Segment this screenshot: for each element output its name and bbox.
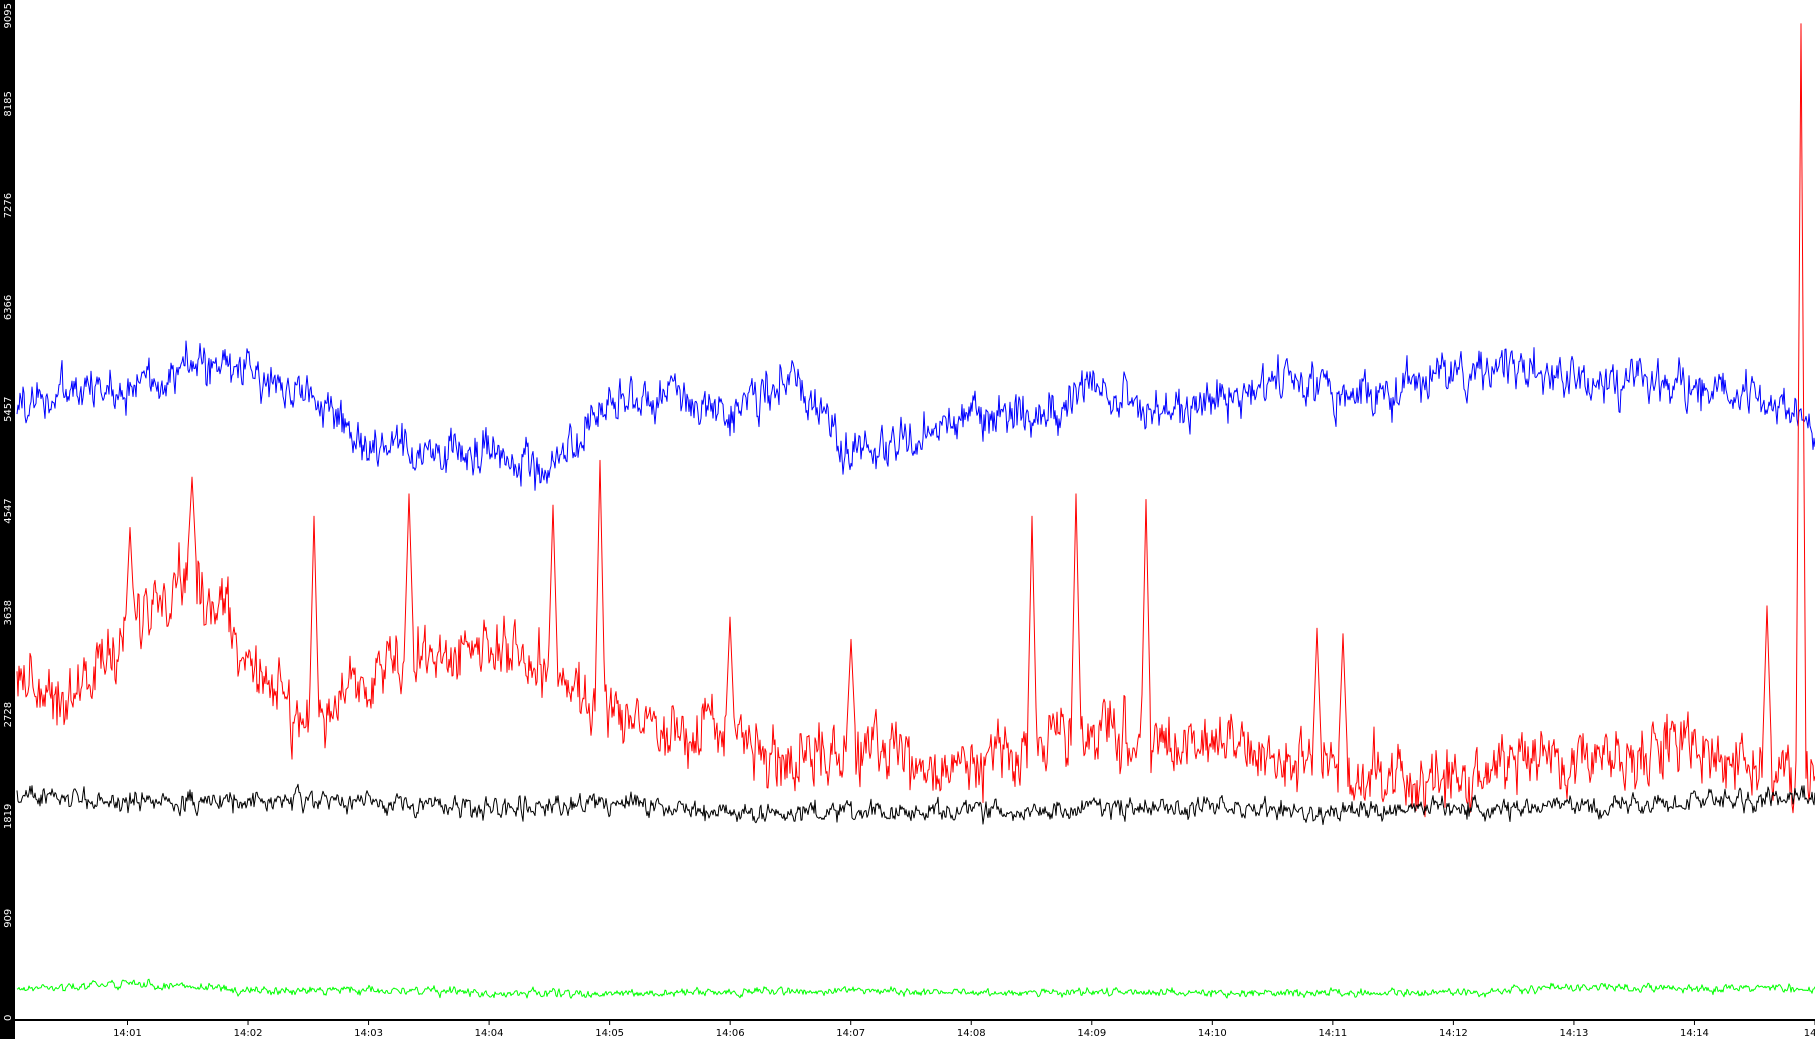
x-tick-label: 14:11 [1318,1028,1347,1039]
x-tick-label: 14:05 [595,1028,624,1039]
y-tick-label: 4547 [3,498,14,523]
x-axis-ticks: 14:01 14:02 14:03 14:04 14:05 14:06 14:07 14:08… [113,1020,1815,1039]
x-tick-label: 14:01 [113,1028,142,1039]
y-tick-label: 0 [3,1015,14,1021]
x-tick-label: 14:14 [1680,1028,1709,1039]
y-tick-label: 1819 [3,804,14,829]
series-line-4 [16,978,1815,999]
y-tick-label: 2728 [3,702,14,727]
x-tick-label: 14:1 [1804,1028,1815,1039]
x-tick-label: 14:10 [1198,1028,1227,1039]
x-tick-label: 14:09 [1077,1028,1106,1039]
y-tick-label: 6366 [3,295,14,320]
x-tick-label: 14:08 [957,1028,986,1039]
y-tick-label: 909 [3,909,14,928]
x-tick-label: 14:13 [1560,1028,1589,1039]
x-tick-label: 14:02 [234,1028,263,1039]
series-line-1 [16,340,1815,491]
y-tick-label: 8185 [3,91,14,116]
y-axis-ticks: 0 909 1819 2728 3638 4547 5457 6366 7276 8185 9095 [3,3,14,1021]
y-axis-bar [0,0,15,1039]
plot-area [16,23,1815,999]
y-tick-label: 9095 [3,3,14,28]
y-tick-label: 3638 [3,600,14,625]
x-tick-label: 14:07 [836,1028,865,1039]
series-line-2 [16,23,1815,818]
x-tick-label: 14:03 [354,1028,383,1039]
x-tick-label: 14:12 [1439,1028,1468,1039]
series-line-3 [16,783,1815,826]
y-tick-label: 7276 [3,193,14,218]
x-tick-label: 14:06 [716,1028,745,1039]
x-tick-label: 14:04 [475,1028,504,1039]
y-tick-label: 5457 [3,396,14,421]
